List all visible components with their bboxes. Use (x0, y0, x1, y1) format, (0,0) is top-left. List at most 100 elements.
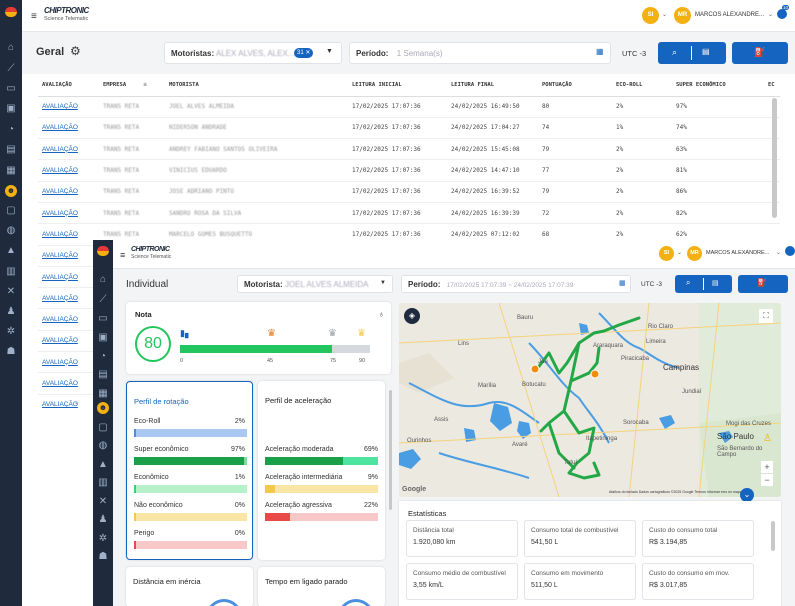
front-sidebar-logo[interactable] (97, 246, 109, 256)
users-icon[interactable]: ♟ (6, 306, 16, 317)
user-chevron-icon[interactable]: ⌄ (776, 250, 782, 256)
fuel-button[interactable]: ⛽ (738, 275, 788, 293)
distancia-inercia-card[interactable]: Distância em inércia (126, 567, 253, 606)
report-icon[interactable]: ▥ (98, 477, 108, 488)
col-pontuacao[interactable]: PONTUAÇÃO (538, 74, 612, 97)
route-map[interactable]: Bauru Rio Claro Limeira Piracicaba Campinas S… (399, 303, 781, 497)
back-sidebar-logo[interactable] (5, 7, 17, 17)
tools-icon[interactable]: ✕ (6, 286, 16, 297)
map-attribution[interactable]: Atalhos do teclado Dados cartográficos ©… (609, 490, 742, 494)
ribbon-icon[interactable]: ♁ (378, 309, 385, 319)
motoristas-select[interactable]: Motoristas: ALEX ALVES, ALEX... (164, 42, 342, 64)
avaliacao-link[interactable]: AVALIAÇÃO (38, 138, 99, 161)
truck-icon[interactable]: ▦ (98, 388, 108, 399)
user-name[interactable]: MARCOS ALEXANDRE... (706, 250, 770, 256)
table-row[interactable]: AVALIAÇÃO TRANS RETA VINICIUS EDUARDO 17/02… (38, 159, 780, 182)
user-chevron-icon[interactable]: ⌄ (768, 12, 774, 18)
avaliacao-link[interactable]: AVALIAÇÃO (38, 308, 99, 331)
warning-icon[interactable]: ▲ (6, 245, 16, 256)
monitor-icon[interactable]: ▭ (98, 313, 108, 324)
col-empresa[interactable]: EMPRESA ≡ (99, 74, 165, 97)
map-expand-button[interactable]: ⌄ (740, 488, 754, 502)
settings-gear-icon[interactable]: ⚙ (70, 44, 81, 58)
motorista-dropdown-icon[interactable]: ▼ (380, 280, 386, 286)
chip-close-icon[interactable]: ✕ (305, 50, 311, 56)
motorista-select[interactable]: Motorista: JOEL ALVES ALMEIDA (237, 275, 393, 293)
scroll-down-icon[interactable]: ⌄ (74, 400, 80, 406)
users-icon[interactable]: ♟ (98, 514, 108, 525)
tempo-ligado-card[interactable]: Tempo em ligado parado (258, 567, 385, 606)
pie-icon[interactable]: ◔ (7, 124, 15, 135)
avaliacao-link[interactable]: AVALIAÇÃO (38, 394, 99, 410)
search-export-button[interactable]: ⌕ ▤ (675, 275, 732, 293)
notification-icon[interactable] (777, 9, 787, 19)
periodo-field[interactable]: Período: 17/02/2025 17:07:39 ~ 24/02/202… (401, 275, 631, 293)
column-menu-icon[interactable]: ≡ (143, 81, 147, 88)
monitor-icon[interactable]: ▭ (6, 83, 16, 94)
avaliacao-link[interactable]: AVALIAÇÃO (38, 181, 99, 203)
chevron-down-icon[interactable]: ⌄ (677, 250, 683, 256)
avaliacao-link[interactable]: AVALIAÇÃO (38, 287, 99, 310)
gears-icon[interactable]: ✲ (98, 533, 108, 544)
avaliacao-link[interactable]: AVALIAÇÃO (38, 351, 99, 374)
table-row[interactable]: AVALIAÇÃO TRANS RETA ANDREY FABIANO SANTOS… (38, 138, 780, 161)
zoom-out-button[interactable]: − (761, 474, 773, 486)
id-card-icon[interactable]: ▢ (98, 422, 108, 433)
document-icon[interactable]: ▤ (6, 144, 16, 155)
bus-icon[interactable]: ▣ (98, 332, 108, 343)
report-icon[interactable]: ▥ (6, 266, 16, 277)
brand-logo[interactable]: CHIPTRONIC Science Telematic (131, 246, 211, 260)
col-ec[interactable]: EC (764, 74, 780, 97)
support-icon[interactable]: ☗ (6, 346, 16, 357)
table-row[interactable]: AVALIAÇÃO TRANS RETA JOSE ADRIANO PINTO 17/… (38, 181, 780, 203)
warning-icon[interactable]: ▲ (98, 459, 108, 470)
motoristas-count-chip[interactable]: 31 ✕ (294, 48, 314, 58)
id-card-icon[interactable]: ▢ (6, 205, 16, 216)
zoom-in-button[interactable]: + (761, 461, 773, 473)
col-leitura-final[interactable]: LEITURA FINAL (447, 74, 538, 97)
avaliacao-link[interactable]: AVALIAÇÃO (38, 372, 99, 395)
home-icon[interactable]: ⌂ (99, 274, 107, 285)
perfil-aceleracao-card[interactable]: Perfil de aceleração Aceleração moderada… (258, 381, 385, 560)
document-icon[interactable]: ▤ (98, 369, 108, 380)
truck-icon[interactable]: ▦ (6, 165, 16, 176)
gears-icon[interactable]: ✲ (6, 326, 16, 337)
fullscreen-icon[interactable]: ⛶ (759, 309, 773, 323)
chart-icon[interactable]: ⟋ (99, 294, 107, 305)
tools-icon[interactable]: ✕ (98, 496, 108, 507)
map-svg[interactable] (399, 303, 781, 497)
table-row[interactable]: AVALIAÇÃO TRANS RETA JOEL ALVES ALMEIDA 17/… (38, 96, 780, 118)
table-row[interactable]: AVALIAÇÃO TRANS RETA NIDERSON ANDRADE 17/02… (38, 117, 780, 140)
col-eco-roll[interactable]: ECO-ROLL (612, 74, 672, 97)
col-leitura-inicial[interactable]: LEITURA INICIAL (348, 74, 447, 97)
bus-icon[interactable]: ▣ (6, 103, 16, 114)
left-scrollbar[interactable] (389, 390, 392, 510)
calendar-icon[interactable]: ▦ (596, 47, 604, 56)
search-export-button[interactable]: ⌕ ▤ (658, 42, 726, 64)
periodo-field[interactable]: Período: 1 Semana(s) (349, 42, 611, 64)
table-row[interactable]: AVALIAÇÃO TRANS RETA SANDRO ROSA DA SILVA 1… (38, 202, 780, 225)
stats-scrollbar[interactable] (771, 521, 775, 551)
pie-icon[interactable]: ◔ (99, 351, 107, 362)
support-icon[interactable]: ☗ (98, 551, 108, 562)
calendar-icon[interactable]: ▦ (619, 280, 626, 287)
company-avatar[interactable]: SI (642, 7, 659, 24)
menu-icon[interactable]: ≡ (120, 250, 126, 260)
company-avatar[interactable]: SI (659, 246, 674, 261)
notification-icon[interactable] (785, 246, 795, 256)
user-avatar[interactable]: MR (687, 246, 702, 261)
avaliacao-link[interactable]: AVALIAÇÃO (38, 96, 99, 118)
avaliacao-link[interactable]: AVALIAÇÃO (38, 159, 99, 182)
brand-logo[interactable]: CHIPTRONIC Science Telematic (44, 6, 124, 22)
chart-icon[interactable]: ⟋ (7, 63, 15, 74)
col-motorista[interactable]: MOTORISTA (165, 74, 348, 97)
col-super-economico[interactable]: SUPER ECONÔMICO (672, 74, 764, 97)
street-view-icon[interactable]: ♙ (763, 433, 772, 444)
table-scrollbar[interactable] (772, 98, 777, 218)
avaliacao-link[interactable]: AVALIAÇÃO (38, 117, 99, 140)
motoristas-dropdown-icon[interactable]: ▼ (326, 48, 333, 55)
user-name[interactable]: MARCOS ALEXANDRE... (695, 12, 765, 18)
chevron-down-icon[interactable]: ⌄ (662, 12, 668, 18)
fuel-button[interactable]: ⛽ (732, 42, 788, 64)
user-avatar[interactable]: MR (674, 7, 691, 24)
